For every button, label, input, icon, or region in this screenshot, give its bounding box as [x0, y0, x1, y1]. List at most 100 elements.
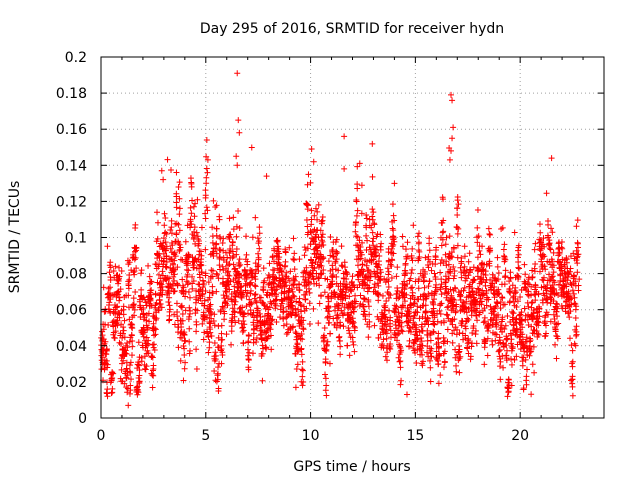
data-point — [336, 333, 343, 340]
data-point — [476, 309, 483, 316]
data-point — [546, 245, 553, 252]
data-point — [441, 319, 448, 326]
data-point — [383, 276, 390, 283]
data-point — [473, 305, 480, 312]
data-point — [166, 275, 173, 282]
data-point — [289, 288, 296, 295]
data-point — [300, 317, 307, 324]
data-point — [487, 303, 494, 310]
data-point — [495, 276, 502, 283]
data-point — [347, 287, 354, 294]
data-point — [520, 385, 527, 392]
data-point — [558, 239, 565, 246]
data-point — [260, 279, 267, 286]
data-point — [120, 330, 127, 337]
data-point — [402, 269, 409, 276]
data-point — [393, 303, 400, 310]
data-point — [507, 275, 514, 282]
data-point — [531, 268, 538, 275]
data-point — [136, 372, 143, 379]
data-point — [434, 318, 441, 325]
data-point — [575, 287, 582, 294]
data-point — [260, 265, 267, 272]
data-point — [337, 322, 344, 329]
data-point — [293, 298, 300, 305]
data-point — [256, 310, 263, 317]
data-point — [501, 301, 508, 308]
data-point — [418, 338, 425, 345]
data-point — [136, 362, 143, 369]
data-point — [387, 327, 394, 334]
data-point — [226, 286, 233, 293]
data-point — [211, 368, 218, 375]
data-point — [366, 311, 373, 318]
data-point — [527, 343, 534, 350]
data-point — [437, 269, 444, 276]
data-point — [352, 218, 359, 225]
data-point — [290, 292, 297, 299]
data-point — [542, 266, 549, 273]
data-point — [283, 282, 290, 289]
data-point — [213, 250, 220, 257]
data-point — [549, 229, 556, 236]
data-point — [158, 167, 165, 174]
data-point — [431, 314, 438, 321]
data-point — [357, 255, 364, 262]
data-point — [481, 314, 488, 321]
data-point — [107, 284, 114, 291]
data-point — [391, 180, 398, 187]
data-point — [205, 349, 212, 356]
data-point — [149, 353, 156, 360]
data-point — [214, 370, 221, 377]
data-point — [210, 197, 217, 204]
data-point — [281, 277, 288, 284]
x-tick-label: 5 — [201, 428, 210, 444]
data-point — [549, 258, 556, 265]
data-point — [286, 244, 293, 251]
data-point — [367, 273, 374, 280]
data-point — [125, 402, 132, 409]
data-point — [168, 166, 175, 173]
data-point — [120, 324, 127, 331]
data-point — [123, 375, 130, 382]
data-point — [346, 352, 353, 359]
data-point — [450, 245, 457, 252]
data-point — [526, 352, 533, 359]
data-point — [247, 299, 254, 306]
data-point — [573, 223, 580, 230]
data-point — [421, 277, 428, 284]
data-point — [198, 269, 205, 276]
data-point — [367, 269, 374, 276]
data-point — [435, 380, 442, 387]
data-point — [508, 355, 515, 362]
data-point — [176, 195, 183, 202]
data-point — [380, 344, 387, 351]
data-point — [107, 264, 114, 271]
data-point — [428, 267, 435, 274]
data-point — [329, 272, 336, 279]
data-point — [425, 321, 432, 328]
data-point — [536, 221, 543, 228]
data-point — [130, 295, 137, 302]
data-point — [267, 320, 274, 327]
data-point — [487, 231, 494, 238]
data-point — [500, 341, 507, 348]
data-point — [160, 176, 167, 183]
data-point — [471, 276, 478, 283]
data-point — [314, 216, 321, 223]
data-point — [224, 254, 231, 261]
data-point — [438, 291, 445, 298]
data-point — [574, 239, 581, 246]
data-point — [226, 236, 233, 243]
data-point — [508, 382, 515, 389]
data-point — [174, 264, 181, 271]
data-point — [206, 339, 213, 346]
data-point — [246, 280, 253, 287]
data-point — [420, 274, 427, 281]
data-point — [471, 301, 478, 308]
data-point — [301, 282, 308, 289]
data-point — [253, 338, 260, 345]
data-point — [158, 304, 165, 311]
data-point — [151, 347, 158, 354]
data-point — [108, 390, 115, 397]
